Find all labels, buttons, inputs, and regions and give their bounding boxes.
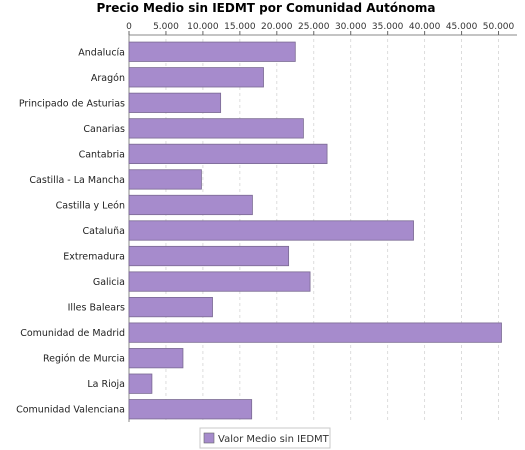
x-tick-label: 15.000 (224, 22, 256, 32)
x-tick-label: 25.000 (298, 22, 330, 32)
category-label: Aragón (91, 73, 125, 84)
category-label: Illes Balears (68, 303, 125, 314)
category-label: Región de Murcia (43, 354, 125, 365)
bar (128, 245, 290, 267)
legend: Valor Medio sin IEDMT (199, 427, 331, 449)
bar (128, 348, 184, 369)
x-tick-label: 5.000 (153, 22, 179, 32)
category-label: Galicia (93, 277, 125, 288)
x-tick-label: 45.000 (446, 22, 478, 32)
category-label: Extremadura (63, 252, 125, 263)
bar (128, 92, 222, 113)
bars (128, 41, 502, 420)
category-label: Castilla y León (56, 200, 125, 211)
bar (128, 143, 328, 165)
x-tick-label: 50.000 (483, 22, 515, 32)
bar (128, 220, 414, 241)
bar (128, 322, 502, 343)
bar (128, 271, 311, 292)
legend-label: Valor Medio sin IEDMT (218, 434, 330, 445)
category-label: Cataluña (82, 226, 125, 237)
x-tick-label: 30.000 (335, 22, 367, 32)
category-label: Canarias (83, 124, 125, 135)
category-label: Comunidad de Madrid (20, 328, 125, 339)
legend-swatch (203, 432, 215, 444)
x-tick-label: 0 (126, 22, 132, 32)
bar (128, 118, 304, 139)
category-label: Comunidad Valenciana (16, 405, 125, 416)
category-label: La Rioja (87, 379, 125, 390)
bar (128, 169, 202, 190)
bar (128, 296, 213, 318)
bar (128, 399, 253, 420)
chart-title: Precio Medio sin IEDMT por Comunidad Aut… (97, 1, 436, 15)
category-label: Andalucía (78, 47, 125, 58)
bar (128, 373, 153, 394)
x-tick-label: 10.000 (187, 22, 219, 32)
legend-box (199, 427, 331, 449)
x-tick-label: 40.000 (409, 22, 441, 32)
bar (128, 41, 296, 62)
x-tick-label: 35.000 (372, 22, 404, 32)
category-label: Castilla - La Mancha (29, 175, 125, 186)
bar (128, 194, 253, 216)
category-label: Cantabria (79, 149, 125, 160)
category-label: Principado de Asturias (19, 98, 125, 109)
category-labels: Andalucía Aragón Principado de Asturias Can… (16, 47, 125, 415)
x-tick-label: 20.000 (261, 22, 293, 32)
bar (128, 67, 264, 88)
